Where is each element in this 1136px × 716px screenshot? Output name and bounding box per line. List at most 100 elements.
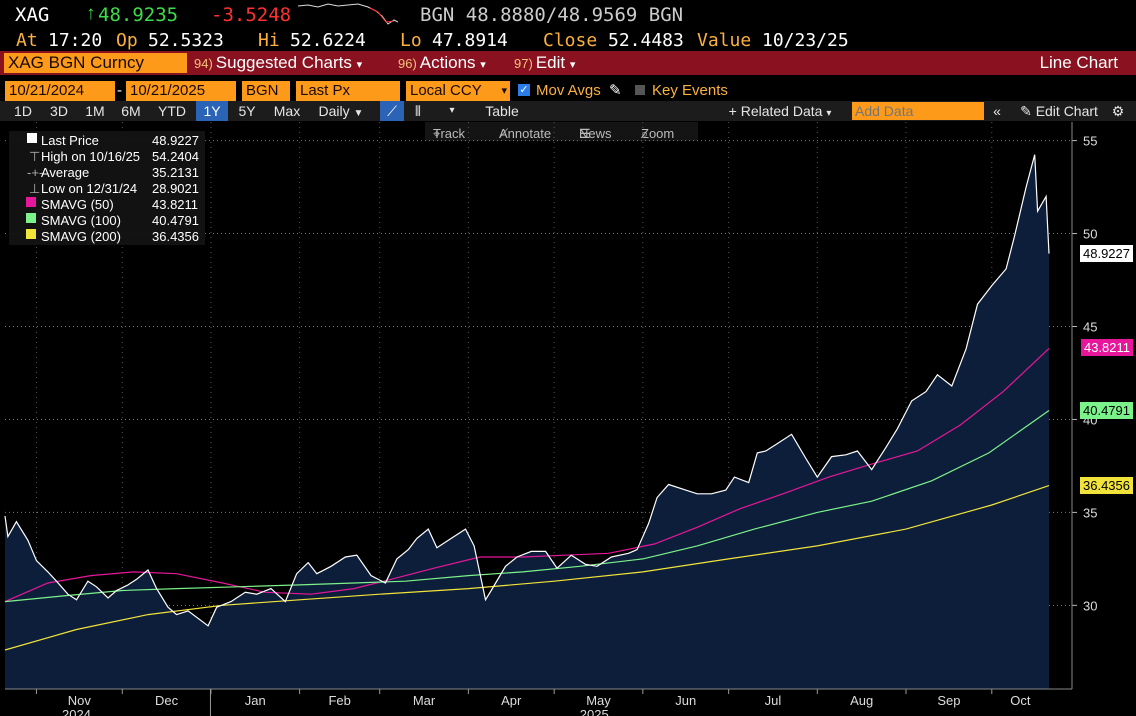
x-tick-label: Feb bbox=[328, 693, 350, 708]
price-change: -3.5248 bbox=[211, 4, 292, 26]
period-1y[interactable]: 1Y bbox=[196, 101, 228, 121]
key-events-checkbox[interactable] bbox=[635, 85, 645, 95]
line-chart-icon[interactable]: ⟋ bbox=[380, 101, 404, 121]
legend-value: 28.9021 bbox=[152, 181, 199, 196]
track-label: Track bbox=[433, 126, 466, 141]
lo-value: 47.8914 bbox=[432, 30, 508, 51]
x-tick-label: Jan bbox=[245, 693, 266, 708]
period-3d[interactable]: 3D bbox=[50, 103, 68, 119]
period-ytd[interactable]: YTD bbox=[158, 103, 186, 119]
legend-row-last-price: Last Price 48.9227 bbox=[9, 133, 205, 149]
line-icon: ⟋ bbox=[499, 126, 509, 141]
lo-label: Lo bbox=[400, 30, 422, 51]
price-area-fill bbox=[5, 154, 1049, 689]
open-value: 52.5323 bbox=[148, 30, 224, 51]
y-tick-label: 50 bbox=[1083, 227, 1097, 242]
suggested-num: 94) bbox=[194, 56, 213, 71]
x-tick-label: Jun bbox=[675, 693, 696, 708]
x-tick-label: May bbox=[586, 693, 611, 708]
price-tag: 36.4356 bbox=[1080, 476, 1133, 494]
period-6m[interactable]: 6M bbox=[121, 103, 141, 119]
currency-label: Local CCY bbox=[410, 82, 482, 99]
ticker: XAG bbox=[15, 4, 50, 26]
zoom-icon: ⌕ bbox=[641, 126, 649, 141]
hi-label: Hi bbox=[258, 30, 280, 51]
legend-label: SMAVG (200) bbox=[41, 229, 121, 244]
zoom-label: Zoom bbox=[641, 126, 675, 141]
hi-value: 52.6224 bbox=[290, 30, 366, 51]
end-date-field[interactable]: 10/21/2025 bbox=[126, 81, 236, 101]
series-line-smavg bbox=[4, 347, 1050, 603]
actions-menu[interactable]: 96) Actions ▾ bbox=[398, 51, 486, 75]
legend-row-smavg-200: SMAVG (200) 36.4356 bbox=[9, 229, 205, 245]
security-field[interactable]: XAG BGN Curncy bbox=[4, 53, 187, 73]
legend-label: Average bbox=[41, 165, 90, 180]
legend-row-smavg-100: SMAVG (100) 40.4791 bbox=[9, 213, 205, 229]
caret-down-icon[interactable]: ▾ bbox=[449, 105, 455, 116]
frequency-label: Daily bbox=[318, 103, 350, 119]
mov-avgs-checkbox[interactable]: ✓ bbox=[518, 84, 530, 96]
legend-swatch bbox=[26, 213, 36, 223]
close-value: 52.4483 bbox=[608, 30, 684, 51]
sparkline bbox=[298, 3, 398, 25]
mov-avgs-label: Mov Avgs bbox=[536, 82, 601, 99]
x-tick-label: Oct bbox=[1010, 693, 1031, 708]
suggested-label: Suggested Charts bbox=[215, 53, 352, 72]
period-1m[interactable]: 1M bbox=[85, 103, 105, 119]
period-1d[interactable]: 1D bbox=[14, 103, 32, 119]
related-label: + Related Data bbox=[728, 103, 823, 119]
legend-label: SMAVG (50) bbox=[41, 197, 114, 212]
field-select[interactable]: Last Px bbox=[296, 81, 400, 101]
caret-down-icon: ▼ bbox=[353, 108, 364, 119]
value-date: 10/23/25 bbox=[762, 30, 849, 51]
x-tick-label: Jul bbox=[765, 693, 782, 708]
x-year-label: 2025 bbox=[580, 707, 609, 716]
legend-value: 54.2404 bbox=[152, 149, 199, 164]
related-data-menu[interactable]: + Related Data ▾ bbox=[718, 101, 842, 121]
add-data-input[interactable] bbox=[852, 102, 984, 120]
quote-header: XAG ↑ 48.9235 -3.5248 BGN 48.8880/48.956… bbox=[0, 0, 1136, 28]
gear-icon[interactable]: ⚙ bbox=[1111, 103, 1125, 119]
edit-chart-button[interactable]: ✎ Edit Chart bbox=[1012, 101, 1106, 121]
up-arrow-icon: ↑ bbox=[86, 3, 96, 24]
edit-chart-label: Edit Chart bbox=[1035, 103, 1098, 119]
legend-swatch bbox=[26, 229, 36, 239]
collapse-icon[interactable]: « bbox=[993, 103, 1001, 119]
frequency-select[interactable]: Daily ▼ bbox=[312, 101, 370, 121]
edit-menu[interactable]: 97) Edit ▾ bbox=[514, 51, 575, 75]
x-tick-label: Nov bbox=[68, 693, 92, 708]
chart-legend: Last Price 48.9227 ⊤ High on 10/16/25 54… bbox=[9, 131, 205, 245]
legend-value: 48.9227 bbox=[152, 133, 199, 148]
currency-select[interactable]: Local CCY ▾ bbox=[406, 81, 510, 101]
pencil-icon[interactable]: ✎ bbox=[609, 82, 622, 99]
legend-label: SMAVG (100) bbox=[41, 213, 121, 228]
source-field[interactable]: BGN bbox=[242, 81, 290, 101]
pencil-icon: ✎ bbox=[1020, 103, 1032, 119]
key-events-label: Key Events bbox=[652, 82, 728, 99]
x-tick-label: Sep bbox=[937, 693, 960, 708]
caret-down-icon: ▾ bbox=[826, 108, 832, 119]
date-dash: - bbox=[117, 82, 122, 99]
legend-label: Last Price bbox=[41, 133, 99, 148]
candles-icon[interactable]: ⫴ bbox=[415, 103, 421, 119]
legend-value: 36.4356 bbox=[152, 229, 199, 244]
chart-type-label: Line Chart bbox=[1039, 53, 1118, 72]
news-label: News bbox=[579, 126, 612, 141]
series-line-last-price bbox=[4, 154, 1050, 627]
suggested-charts-menu[interactable]: 94) Suggested Charts ▾ bbox=[194, 51, 362, 75]
table-button[interactable]: Table bbox=[485, 103, 519, 119]
series-lines bbox=[4, 154, 1050, 651]
open-label: Op bbox=[116, 30, 138, 51]
legend-row-smavg-50: SMAVG (50) 43.8211 bbox=[9, 197, 205, 213]
period-5y[interactable]: 5Y bbox=[238, 103, 256, 119]
news-icon: ☰ bbox=[579, 126, 591, 141]
main-toolbar: XAG BGN Curncy 94) Suggested Charts ▾ 96)… bbox=[0, 51, 1136, 75]
start-date-field[interactable]: 10/21/2024 bbox=[5, 81, 115, 101]
high-marker-icon: ⊤ bbox=[29, 149, 41, 164]
y-tick-label: 35 bbox=[1083, 505, 1097, 520]
period-max[interactable]: Max bbox=[273, 103, 301, 119]
y-tick-label: 55 bbox=[1083, 134, 1097, 149]
time: 17:20 bbox=[48, 30, 103, 51]
